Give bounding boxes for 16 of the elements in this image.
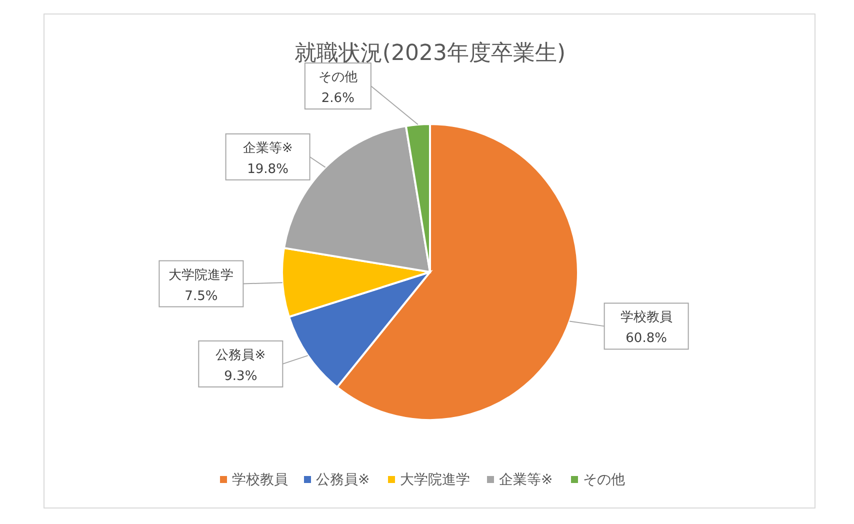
legend-label: その他: [583, 472, 625, 488]
slice-label: その他: [318, 70, 358, 85]
data-label: 7.5%: [184, 288, 218, 304]
chart-title: 就職状況(2023年度卒業生): [294, 41, 566, 66]
slice-label: 大学院進学: [168, 268, 234, 283]
data-label: 9.3%: [224, 368, 258, 384]
legend-label: 学校教員: [232, 472, 288, 488]
slice-label: 学校教員: [620, 310, 672, 326]
data-label: 2.6%: [321, 91, 354, 106]
slice-label: 公務員※: [216, 348, 266, 363]
legend-label: 公務員※: [316, 472, 370, 488]
legend-label: 企業等※: [499, 472, 553, 488]
legend-label: 大学院進学: [400, 472, 470, 488]
slice-label: 企業等※: [242, 140, 293, 156]
data-label: 60.8%: [626, 331, 667, 346]
data-label: 19.8%: [247, 162, 288, 177]
